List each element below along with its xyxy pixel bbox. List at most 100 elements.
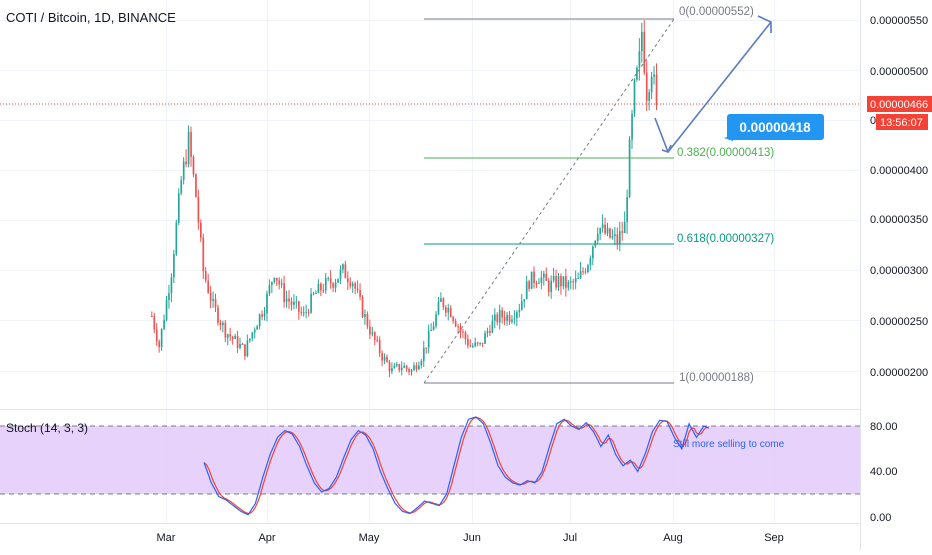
candle-body[interactable] [422, 347, 425, 361]
candle-body[interactable] [413, 365, 415, 371]
candle-body[interactable] [614, 234, 616, 236]
candle-body[interactable] [163, 319, 165, 329]
candle-body[interactable] [621, 231, 624, 233]
candle-body[interactable] [476, 342, 479, 344]
candle-body[interactable] [151, 316, 153, 317]
candle-body[interactable] [523, 299, 526, 302]
candle-body[interactable] [589, 258, 592, 266]
candle-body[interactable] [535, 282, 538, 284]
candle-body[interactable] [533, 271, 535, 283]
candle-body[interactable] [511, 319, 513, 322]
candle-body[interactable] [271, 282, 273, 286]
candle-body[interactable] [349, 282, 352, 287]
down-arrow-shaft[interactable] [654, 117, 669, 153]
candle-body[interactable] [339, 269, 342, 279]
callout-box[interactable] [727, 114, 824, 140]
candle-body[interactable] [342, 264, 344, 270]
candle-body[interactable] [562, 276, 565, 287]
candle-body[interactable] [623, 222, 626, 233]
candle-body[interactable] [572, 281, 575, 283]
candle-body[interactable] [192, 156, 195, 175]
candle-body[interactable] [388, 362, 391, 372]
candle-body[interactable] [400, 367, 403, 371]
candle-body[interactable] [197, 197, 200, 223]
candle-body[interactable] [361, 296, 364, 318]
candle-body[interactable] [611, 235, 614, 238]
candle-body[interactable] [256, 326, 259, 330]
candle-body[interactable] [280, 283, 283, 285]
candle-body[interactable] [295, 301, 298, 303]
candle-body[interactable] [518, 309, 521, 313]
candle-body[interactable] [285, 298, 288, 302]
candle-body[interactable] [212, 299, 214, 301]
candle-body[interactable] [366, 314, 369, 327]
candle-body[interactable] [263, 313, 266, 317]
candle-body[interactable] [454, 321, 457, 327]
candle-body[interactable] [244, 344, 246, 357]
candle-body[interactable] [491, 320, 494, 333]
candle-body[interactable] [525, 281, 528, 300]
candle-body[interactable] [258, 314, 261, 327]
candle-body[interactable] [200, 222, 202, 238]
candle-body[interactable] [268, 285, 271, 294]
candle-body[interactable] [305, 311, 308, 313]
candle-body[interactable] [168, 293, 170, 301]
candle-body[interactable] [185, 161, 187, 165]
candle-body[interactable] [498, 310, 501, 323]
candle-body[interactable] [386, 356, 388, 363]
candle-body[interactable] [538, 282, 540, 284]
candle-body[interactable] [344, 264, 347, 279]
candle-body[interactable] [574, 278, 577, 283]
candle-body[interactable] [496, 314, 499, 323]
candle-body[interactable] [545, 273, 548, 281]
candle-body[interactable] [616, 234, 619, 244]
candle-body[interactable] [373, 332, 376, 340]
candle-body[interactable] [415, 365, 418, 370]
candle-body[interactable] [471, 346, 474, 348]
candle-body[interactable] [173, 254, 175, 278]
candle-body[interactable] [645, 72, 648, 101]
candle-body[interactable] [332, 283, 334, 288]
candle-body[interactable] [405, 365, 408, 369]
candle-body[interactable] [393, 365, 396, 369]
candle-body[interactable] [278, 280, 281, 285]
candle-body[interactable] [420, 360, 423, 366]
candle-body[interactable] [503, 317, 506, 321]
candle-body[interactable] [560, 276, 562, 287]
candle-body[interactable] [204, 271, 207, 281]
candle-body[interactable] [599, 228, 602, 234]
candle-body[interactable] [369, 326, 371, 335]
candle-body[interactable] [155, 329, 158, 342]
candle-body[interactable] [592, 246, 594, 259]
candle-body[interactable] [584, 271, 587, 273]
candle-body[interactable] [432, 326, 435, 331]
candle-body[interactable] [229, 334, 232, 337]
candle-body[interactable] [494, 314, 496, 321]
candle-body[interactable] [364, 314, 366, 318]
candle-body[interactable] [516, 312, 518, 319]
candle-body[interactable] [606, 228, 609, 234]
candle-body[interactable] [489, 331, 491, 333]
stoch-k-line[interactable] [203, 416, 709, 516]
candle-body[interactable] [253, 329, 256, 333]
price-axis[interactable]: 0.00000550 0.00000500 0.00000400 0.00000… [867, 15, 932, 524]
candle-body[interactable] [513, 318, 516, 320]
candle-body[interactable] [224, 322, 227, 338]
fib-trend-line[interactable] [423, 18, 675, 384]
candle-body[interactable] [158, 341, 161, 348]
candle-body[interactable] [334, 282, 337, 288]
symbol-title[interactable]: COTI / Bitcoin, 1D, BINANCE [6, 10, 176, 25]
stoch-indicator[interactable]: Stoch (14, 3, 3) Still more selling to c… [0, 416, 860, 516]
candle-body[interactable] [354, 283, 357, 289]
candle-body[interactable] [234, 335, 236, 339]
candle-body[interactable] [376, 339, 379, 341]
candle-body[interactable] [609, 228, 611, 238]
candle-body[interactable] [552, 275, 555, 281]
candle-body[interactable] [631, 113, 633, 140]
candle-body[interactable] [239, 343, 241, 348]
candle-body[interactable] [508, 314, 511, 322]
candle-body[interactable] [449, 308, 452, 317]
candle-body[interactable] [457, 326, 459, 328]
